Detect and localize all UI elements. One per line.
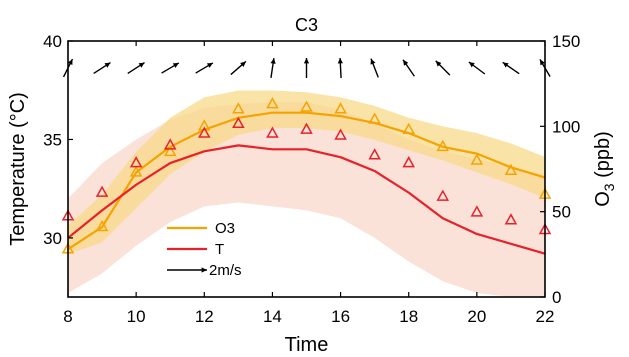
- wind-arrow-0-head: [67, 59, 73, 66]
- y-left-axis-label: Temperature (°C): [7, 92, 29, 246]
- series-lines: [67, 111, 546, 255]
- marker-o3-12: [470, 153, 484, 165]
- marker-o3-7: [300, 100, 313, 112]
- wind-arrow-8-head: [337, 58, 343, 64]
- wind-arrow-4: [195, 62, 214, 74]
- legend-arrow: [167, 267, 207, 273]
- marker-o3-4: [198, 119, 211, 131]
- wind-arrow-1: [93, 61, 111, 75]
- legend: O3 T 2m/s: [167, 220, 242, 279]
- marker-o3-13: [504, 163, 518, 175]
- marker-t-1: [95, 185, 109, 197]
- wind-arrow-11-head: [435, 60, 442, 67]
- wind-arrow-1-head: [104, 62, 111, 68]
- marker-t-7: [300, 122, 313, 134]
- y-right-label-unit: (ppb): [592, 131, 614, 183]
- wind-arrow-13: [502, 61, 520, 75]
- wind-arrow-3: [161, 62, 180, 74]
- marker-t-10: [402, 156, 415, 168]
- marker-o3-6: [266, 97, 279, 109]
- x-tick-label-14: 14: [263, 307, 282, 326]
- wind-arrow-7: [303, 58, 310, 78]
- marker-t-13: [504, 213, 518, 225]
- marker-o3-8: [334, 102, 347, 114]
- y-right-axis-label: O3 (ppb): [592, 131, 617, 207]
- legend-label-1: T: [215, 241, 224, 258]
- wind-arrow-11: [435, 60, 451, 76]
- wind-arrow-12: [468, 61, 486, 75]
- wind-arrow-6-head: [270, 58, 276, 64]
- wind-arrow-4-head: [206, 62, 213, 68]
- x-tick-label-12: 12: [195, 307, 214, 326]
- marker-o3-11: [436, 139, 450, 152]
- marker-o3-5: [232, 102, 245, 114]
- legend-arrow-head: [201, 267, 207, 273]
- wind-arrows: [62, 57, 551, 79]
- y-right-tick-label-50: 50: [552, 203, 571, 222]
- marker-t-8: [334, 128, 347, 140]
- y-right-label-subscript: 3: [601, 183, 617, 191]
- x-tick-label-20: 20: [467, 307, 486, 326]
- wind-arrow-13-head: [502, 62, 509, 68]
- marker-o3-10: [402, 122, 415, 134]
- wind-arrow-6: [270, 58, 276, 78]
- wind-arrow-5: [230, 60, 247, 76]
- marker-o3-9: [368, 112, 381, 124]
- marker-t-4: [198, 126, 211, 138]
- wind-arrow-7-head: [303, 58, 310, 64]
- plot-frame: [67, 40, 546, 298]
- y-left-tick-label-35: 35: [43, 130, 62, 149]
- marker-t-6: [266, 126, 279, 138]
- wind-arrow-10: [402, 59, 415, 77]
- y-right-tick-label-150: 150: [552, 32, 580, 51]
- wind-arrow-2-head: [138, 62, 145, 68]
- wind-arrow-9: [370, 58, 379, 78]
- marker-t-3: [163, 138, 177, 150]
- wind-arrow-3-head: [172, 62, 179, 68]
- x-tick-label-16: 16: [331, 307, 350, 326]
- wind-arrow-5-head: [240, 61, 246, 67]
- chart-title: C3: [295, 15, 318, 35]
- wind-arrow-9-head: [370, 58, 376, 65]
- marker-o3-3: [163, 144, 177, 157]
- wind-arrow-2: [127, 61, 145, 75]
- wind-arrow-14-head: [539, 59, 545, 66]
- x-axis-label: Time: [285, 334, 329, 356]
- y-right-tick-label-100: 100: [552, 117, 580, 136]
- wind-arrow-10-head: [403, 59, 409, 66]
- legend-label-2: 2m/s: [209, 262, 242, 279]
- marker-o3-2: [129, 165, 143, 177]
- x-tick-label-22: 22: [536, 307, 555, 326]
- x-tick-label-18: 18: [399, 307, 418, 326]
- axis-tick-labels: 8 10 12 14 16 18 20 22 30 35 40 0 50 100 150: [43, 32, 580, 326]
- marker-t-5: [232, 116, 245, 128]
- x-tick-label-8: 8: [63, 307, 72, 326]
- wind-arrow-12-head: [468, 62, 475, 68]
- y-right-tick-label-0: 0: [552, 288, 561, 307]
- axis-ticks: [67, 40, 546, 298]
- marker-t-12: [470, 205, 484, 217]
- marker-t-2: [129, 156, 143, 168]
- marker-t-9: [368, 148, 381, 160]
- y-left-tick-label-30: 30: [43, 229, 62, 248]
- wind-arrow-8: [337, 57, 343, 79]
- line-t: [67, 144, 546, 255]
- y-left-tick-label-40: 40: [43, 32, 62, 51]
- line-o3: [67, 111, 546, 251]
- x-tick-label-10: 10: [127, 307, 146, 326]
- legend-label-0: O3: [215, 220, 235, 237]
- confidence-bands: [68, 90, 545, 298]
- marker-o3-1: [95, 219, 109, 232]
- y-right-label-base: O: [592, 191, 614, 207]
- marker-t-11: [436, 189, 450, 201]
- series-markers: [61, 97, 552, 254]
- band-o3: [68, 90, 545, 255]
